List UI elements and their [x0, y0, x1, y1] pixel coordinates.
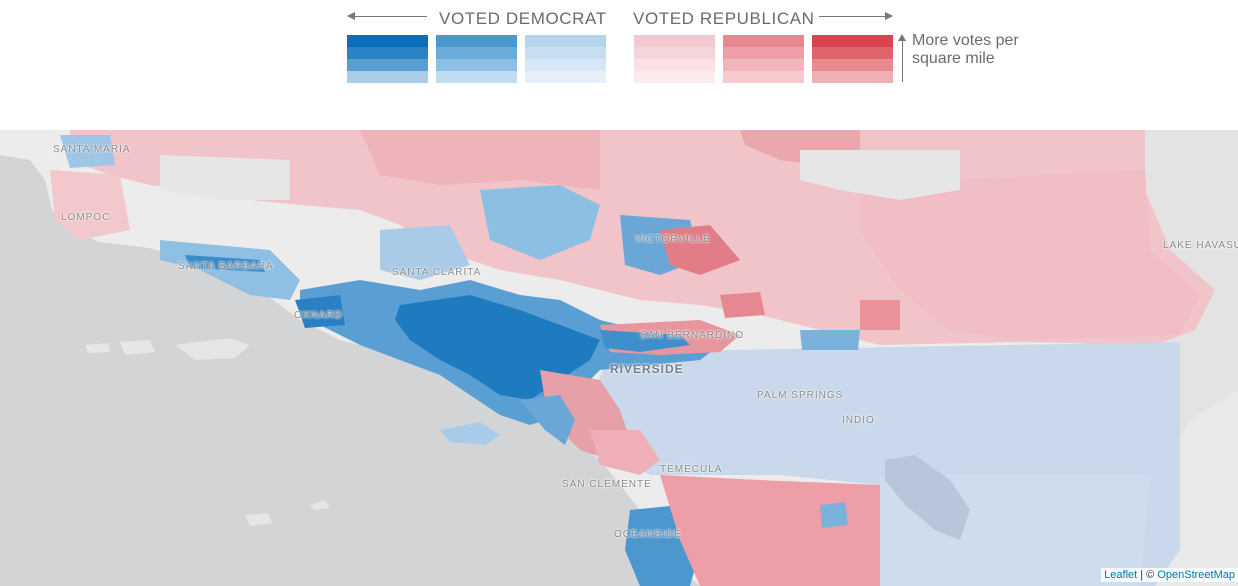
unpopulated-patch-2	[160, 155, 290, 200]
republican-swatch-1-band-0	[723, 35, 804, 47]
map-legend: VOTED DEMOCRAT VOTED REPUBLICAN More vot…	[0, 0, 1238, 130]
democrat-swatch-0-band-0	[347, 35, 428, 47]
republican-swatch-medium	[723, 35, 804, 83]
democrat-swatch-strong	[347, 35, 428, 83]
republican-swatch-weak	[634, 35, 715, 83]
desert-town-red-1	[720, 292, 765, 318]
election-map[interactable]: SANTA MARIA LOMPOC SANTA BARBARA SANTA CLAR…	[0, 130, 1238, 586]
desert-town-blue	[800, 330, 860, 350]
democrat-swatch-medium	[436, 35, 517, 83]
democrat-arrow-line	[353, 16, 427, 17]
desert-town-red-2	[860, 300, 900, 330]
anacapa-island	[85, 343, 110, 353]
republican-arrow-line	[819, 16, 887, 17]
santa-cruz-island	[175, 338, 250, 360]
arrow-left-icon	[347, 12, 355, 20]
place-label-lake-havasu-city: LAKE HAVASU CITY	[1163, 240, 1238, 251]
republican-swatch-2-band-3	[812, 71, 893, 83]
santa-barbara-dense	[185, 255, 265, 272]
democrat-swatch-2-band-3	[525, 71, 606, 83]
place-label-oceanside: OCEANSIDE	[614, 529, 682, 540]
place-label-santa-maria: SANTA MARIA	[53, 144, 131, 155]
place-label-palm-springs: PALM SPRINGS	[757, 390, 844, 401]
republican-region-deep	[360, 130, 600, 190]
republican-swatch-strong	[812, 35, 893, 83]
republican-swatch-0-band-1	[634, 47, 715, 59]
place-label-san-bernardino: SAN BERNARDINO	[640, 330, 745, 341]
lompoc-area	[50, 170, 130, 240]
republican-legend-title: VOTED REPUBLICAN	[633, 9, 815, 28]
republican-swatch-2-band-1	[812, 47, 893, 59]
democrat-swatch-1-band-2	[436, 59, 517, 71]
san-nicolas-island	[310, 500, 330, 510]
republican-region-mohave	[860, 170, 1200, 340]
attribution-separator: | ©	[1137, 569, 1158, 581]
democrat-swatch-weak	[525, 35, 606, 83]
place-label-riverside: RIVERSIDE	[610, 362, 684, 376]
santa-rosa-island	[120, 340, 155, 355]
place-label-san-clemente: SAN CLEMENTE	[562, 479, 652, 490]
democrat-swatch-2-band-1	[525, 47, 606, 59]
place-label-temecula: TEMECULA	[660, 464, 723, 475]
oc-blue-stripes	[520, 395, 575, 445]
republican-swatch-2-band-2	[812, 59, 893, 71]
democrat-swatch-2-band-0	[525, 35, 606, 47]
democrat-swatch-2-band-2	[525, 59, 606, 71]
catalina-island	[440, 422, 500, 445]
arrow-right-icon	[885, 12, 893, 20]
place-label-oxnard: OXNARD	[294, 310, 343, 321]
republican-swatch-0-band-0	[634, 35, 715, 47]
republican-swatch-2-band-0	[812, 35, 893, 47]
openstreetmap-link[interactable]: OpenStreetMap	[1157, 569, 1235, 581]
antelope-valley-blue	[480, 185, 600, 260]
democrat-swatch-0-band-2	[347, 59, 428, 71]
santa-clarita-mixed	[380, 225, 470, 280]
republican-swatch-1-band-3	[723, 71, 804, 83]
place-label-lompoc: LOMPOC	[61, 212, 111, 223]
democrat-swatch-1-band-3	[436, 71, 517, 83]
republican-swatch-1-band-1	[723, 47, 804, 59]
unpopulated-patch-1	[800, 150, 960, 200]
inland-empire-blue	[600, 330, 690, 352]
map-base[interactable]	[0, 130, 1238, 586]
democrat-swatch-0-band-3	[347, 71, 428, 83]
republican-swatch-0-band-3	[634, 71, 715, 83]
leaflet-link[interactable]: Leaflet	[1104, 569, 1138, 581]
republican-swatch-0-band-2	[634, 59, 715, 71]
density-label: More votes per square mile	[912, 32, 1019, 67]
map-attribution: Leaflet | © OpenStreetMap	[1101, 568, 1238, 582]
democrat-legend-title: VOTED DEMOCRAT	[439, 9, 607, 28]
place-label-santa-clarita: SANTA CLARITA	[392, 267, 482, 278]
republican-swatch-1-band-2	[723, 59, 804, 71]
place-label-victorville: VICTORVILLE	[635, 234, 711, 245]
sd-blue-patch	[820, 502, 848, 528]
san-clemente-island	[245, 513, 272, 526]
democrat-swatch-1-band-1	[436, 47, 517, 59]
high-desert-red	[660, 225, 740, 275]
place-label-indio: INDIO	[842, 415, 875, 426]
salton-sea	[885, 455, 970, 540]
democrat-swatch-0-band-1	[347, 47, 428, 59]
north-county-red	[660, 475, 880, 586]
density-arrow-line	[902, 36, 903, 82]
santa-maria-area	[60, 135, 115, 168]
place-label-santa-barbara: SANTA BARBARA	[178, 261, 274, 272]
temecula-red	[590, 430, 660, 475]
oxnard-dense	[295, 295, 345, 328]
democrat-swatch-1-band-0	[436, 35, 517, 47]
